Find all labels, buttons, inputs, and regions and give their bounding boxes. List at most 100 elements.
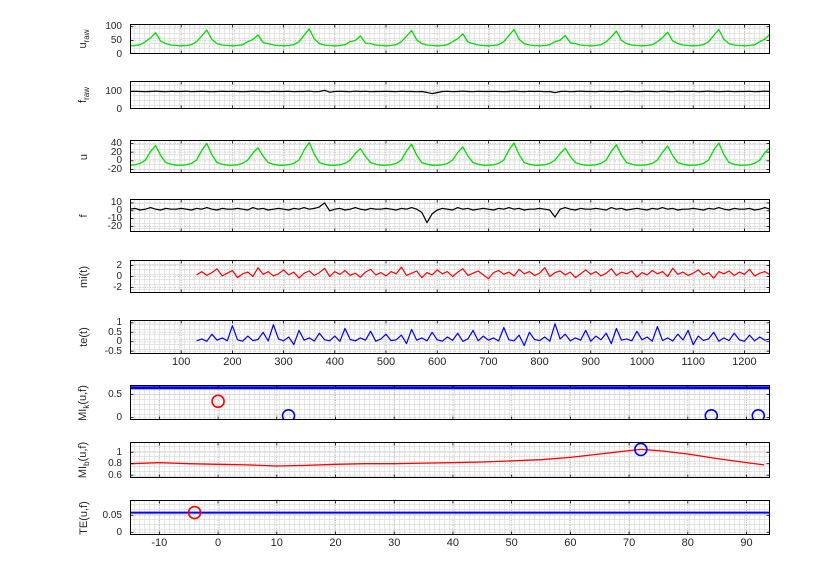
y-tick-label: 0: [116, 412, 122, 424]
x-tick-label: 800: [530, 356, 549, 368]
x-tick-label: 300: [274, 356, 293, 368]
y-tick-label: 0.5: [108, 326, 122, 338]
plot-background: [130, 199, 770, 232]
y-tick-label: -10: [107, 213, 122, 225]
chart-canvas-u_raw: [130, 24, 770, 54]
axes-border: [130, 24, 770, 54]
y-tick-label: -20: [107, 221, 122, 232]
plot-background: [130, 24, 770, 54]
plot-area: [130, 199, 770, 232]
plot-area: [130, 260, 770, 293]
series-u-raw-signal: [130, 28, 770, 47]
x-tick-labels: [130, 478, 770, 492]
chart-canvas-u: [130, 140, 770, 173]
subplot-te-uf: TE(u,f) 0 0.05 -10 0 10 20 30 40 50 60 70 80 90: [0, 500, 813, 549]
y-tick-labels: 0 0.5: [0, 385, 126, 424]
x-tick-label: 30: [388, 537, 401, 549]
y-tick-label: 0: [116, 155, 122, 167]
marker-mik-blue-markers: [704, 409, 719, 420]
plot-area: [130, 81, 770, 109]
chart-canvas-f: [130, 199, 770, 232]
subplot-mi-t: mi(t) -2 0 2: [0, 260, 813, 293]
y-tick-label: 100: [105, 86, 122, 97]
y-tick-label: -20: [107, 164, 122, 176]
x-tick-label: 20: [329, 537, 342, 549]
x-tick-label: 0: [215, 537, 222, 549]
y-tick-label: -0.5: [104, 345, 122, 357]
plot-area: [130, 385, 770, 420]
plot-background: [130, 500, 770, 535]
y-tick-label: 0.5: [108, 388, 122, 400]
x-tick-label: -10: [151, 537, 168, 549]
y-tick-label: 0: [116, 205, 122, 217]
axes-border: [130, 442, 770, 478]
x-tick-label: 400: [325, 356, 344, 368]
x-tick-label: 90: [740, 537, 753, 549]
y-tick-labels: -2 0 2: [0, 260, 126, 293]
axes-border: [130, 500, 770, 535]
x-tick-label: 1100: [681, 356, 706, 368]
subplot-te-t: te(t) -0.5 0 0.5 1 100 200 300 400 500 600 700 800…: [0, 317, 813, 368]
y-tick-label: 0.05: [102, 509, 122, 521]
x-tick-label: 100: [172, 356, 191, 368]
y-tick-label: -2: [113, 282, 122, 293]
plot-background: [130, 385, 770, 420]
plot-background: [130, 442, 770, 478]
y-tick-label: 0: [116, 526, 122, 538]
subplot-f: f -20 -10 0 10: [0, 197, 813, 232]
x-tick-label: 900: [581, 356, 600, 368]
x-tick-labels: [130, 109, 770, 123]
x-tick-labels: [130, 293, 770, 307]
subplot-mib-uf: MIb(u,f) 0.6 0.8 1: [0, 442, 813, 481]
plot-background: [130, 140, 770, 173]
chart-canvas-te_t: [130, 320, 770, 354]
y-tick-labels: 0 50 100: [0, 21, 126, 59]
y-tick-label: 2: [116, 260, 122, 271]
y-tick-labels: 0 100: [0, 81, 126, 115]
plot-area: [130, 500, 770, 535]
series-u-signal: [130, 141, 770, 166]
subplot-f-raw: fraw 0 100: [0, 81, 813, 115]
x-tick-label: 1000: [629, 356, 655, 368]
chart-canvas-MI_k_uf: [130, 385, 770, 420]
x-tick-label: 50: [505, 537, 518, 549]
x-tick-label: 600: [428, 356, 447, 368]
x-tick-labels: 100 200 300 400 500 600 700 800 900 1000 1100 1200: [130, 354, 770, 368]
marker-te-uf-marker: [187, 505, 202, 520]
x-tick-label: 60: [564, 537, 577, 549]
marker-mik-blue-markers: [281, 409, 296, 420]
y-tick-label: 50: [110, 34, 122, 46]
x-tick-label: 200: [223, 356, 242, 368]
y-tick-label: 100: [105, 21, 122, 33]
plot-background: [130, 320, 770, 354]
y-tick-label: 20: [110, 146, 122, 158]
subplot-u-raw: uraw 0 50 100: [0, 21, 813, 60]
y-tick-labels: -20 0 20 40: [0, 138, 126, 176]
x-tick-labels: [130, 173, 770, 187]
x-tick-label: 1200: [732, 356, 757, 368]
y-tick-labels: -20 -10 0 10: [0, 197, 126, 232]
plot-area: [130, 140, 770, 173]
y-tick-labels: 0 0.05: [0, 500, 126, 538]
x-tick-labels: [130, 54, 770, 68]
series-mi-signal: [196, 266, 770, 280]
marker-mik-red-marker: [211, 394, 225, 409]
y-tick-labels: 0.6 0.8 1: [0, 442, 126, 481]
chart-canvas-f_raw: [130, 81, 770, 109]
marker-mik-blue-markers: [751, 409, 766, 420]
y-tick-label: 10: [110, 197, 122, 209]
chart-canvas-MI_b_uf: [130, 442, 770, 478]
axes-border: [130, 81, 770, 109]
plot-area: [130, 320, 770, 354]
y-tick-label: 0.6: [108, 469, 122, 481]
x-tick-label: 500: [376, 356, 396, 368]
axes-border: [130, 199, 770, 232]
axes-border: [130, 140, 770, 173]
y-tick-label: 1: [116, 317, 122, 329]
y-tick-labels: -0.5 0 0.5 1: [0, 317, 126, 357]
chart-canvas-TE_uf: [130, 500, 770, 535]
y-tick-label: 0: [116, 271, 122, 282]
axes-border: [130, 385, 770, 420]
x-tick-label: 70: [622, 537, 636, 549]
y-tick-label: 0: [116, 103, 122, 115]
